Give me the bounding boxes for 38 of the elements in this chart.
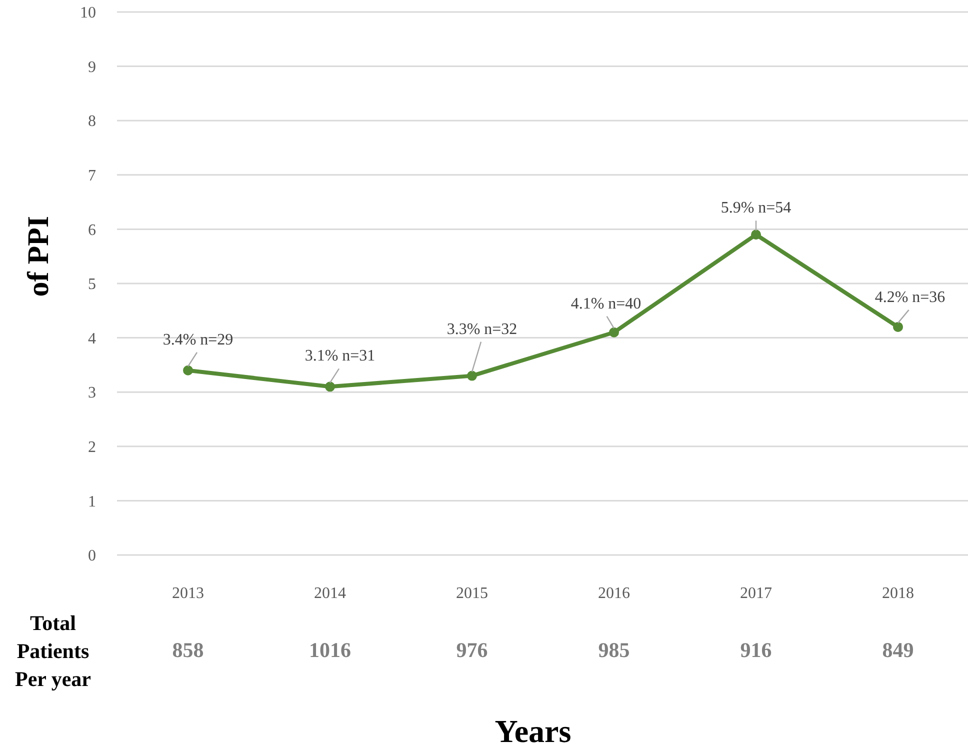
x-tick-label: 2015 xyxy=(456,585,488,602)
x-tick-label: 2017 xyxy=(740,585,772,602)
y-tick-label: 10 xyxy=(80,4,96,22)
y-tick-label: 5 xyxy=(88,276,96,294)
y-axis-title: of PPI xyxy=(22,216,55,297)
text: 858 xyxy=(172,638,204,662)
point xyxy=(183,365,193,376)
data-label: 4.1% n=40 xyxy=(570,295,642,312)
data-label: 3.3% n=32 xyxy=(446,320,518,338)
x-tick-label: 2013 xyxy=(172,585,204,602)
data-label: 3.4% n=29 xyxy=(162,331,234,348)
text: Total Patients Per year xyxy=(15,611,91,691)
point xyxy=(325,382,335,392)
y-tick-label: 2 xyxy=(88,439,96,456)
y-tick-label: 8 xyxy=(88,113,96,130)
text: 976 xyxy=(456,638,488,662)
y-tick-label: 6 xyxy=(88,222,96,239)
text: 985 xyxy=(598,638,630,662)
y-tick-label: 4 xyxy=(88,330,96,348)
y-tick-label: 3 xyxy=(88,384,96,402)
text: 849 xyxy=(882,638,914,662)
y-tick-label: 0 xyxy=(88,548,96,565)
text: 916 xyxy=(740,638,772,662)
data-label: 5.9% n=54 xyxy=(720,200,792,217)
point xyxy=(751,230,761,240)
y-tick-label: 1 xyxy=(88,493,96,510)
x-tick-label: 2014 xyxy=(314,585,346,602)
x-tick-label: 2018 xyxy=(882,585,914,602)
point xyxy=(467,370,477,381)
point xyxy=(609,327,619,338)
data-label: 3.1% n=31 xyxy=(304,348,376,365)
text: 1016 xyxy=(309,638,351,662)
point xyxy=(893,322,903,332)
x-axis-title: Years xyxy=(494,713,572,745)
y-tick-label: 7 xyxy=(88,168,96,184)
data-label: 4.2% n=36 xyxy=(874,288,946,306)
x-tick-label: 2016 xyxy=(598,585,630,602)
y-tick-label: 9 xyxy=(88,58,96,76)
